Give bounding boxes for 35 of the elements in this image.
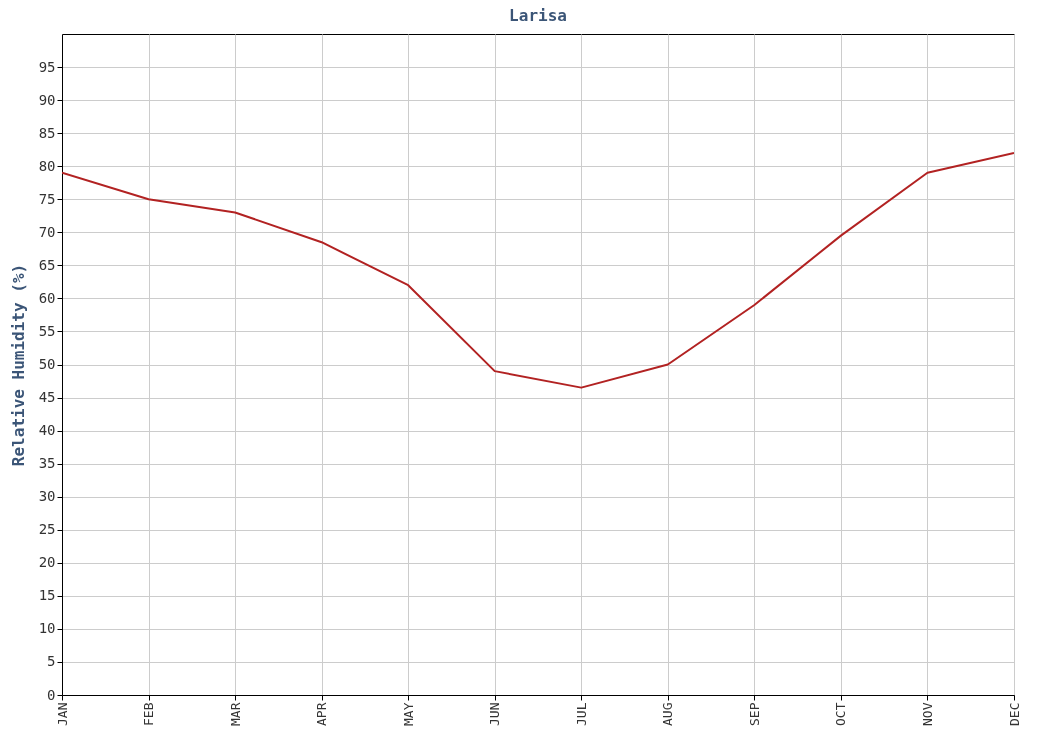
y-tick-label: 75 [38, 190, 56, 207]
y-tick-label: 10 [38, 620, 56, 637]
x-tick-label: APR [314, 702, 330, 726]
y-tick-label: 80 [38, 157, 56, 174]
y-tick-label: 45 [38, 389, 56, 406]
chart-title: Larisa [509, 6, 567, 25]
y-tick-label: 70 [38, 223, 56, 240]
x-tick-label: FEB [141, 702, 157, 726]
x-tick-label: NOV [919, 702, 935, 726]
x-tick-label: JUL [573, 702, 589, 726]
x-tick-label: JUN [487, 702, 503, 726]
y-tick-label: 90 [38, 91, 56, 108]
y-tick-label: 55 [38, 322, 56, 339]
y-tick-label: 15 [38, 587, 56, 604]
y-tick-label: 65 [38, 256, 56, 273]
y-tick-label: 50 [38, 356, 56, 372]
x-tick-label: OCT [833, 702, 849, 726]
y-tick-label: 25 [38, 521, 56, 538]
line-series [62, 151, 1014, 389]
y-tick-label: 30 [38, 488, 56, 505]
x-tick-label: JAN [54, 702, 70, 726]
x-tick-label: AUG [660, 702, 676, 726]
y-axis-title: Relative Humidity (%) [8, 263, 28, 467]
x-tick-label: SEP [746, 702, 762, 726]
y-tick-label: 20 [38, 554, 56, 571]
x-tick-label: MAR [227, 702, 243, 726]
x-tick-label: DEC [1006, 702, 1022, 726]
y-tick-label: 95 [38, 58, 56, 75]
y-tick-label: 35 [38, 455, 56, 472]
x-tick-label: MAY [400, 702, 416, 726]
y-tick-label: 60 [38, 289, 56, 306]
y-tick-label: 85 [38, 124, 56, 141]
y-tick-label: 0 [47, 686, 56, 703]
y-tick-label: 40 [38, 422, 56, 439]
y-tick-label: 5 [47, 653, 56, 670]
